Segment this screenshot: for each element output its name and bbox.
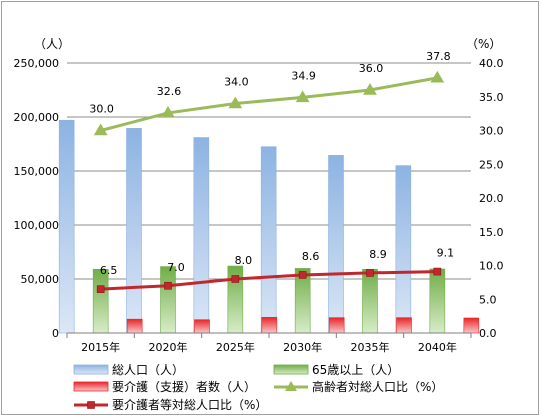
lines [93, 70, 445, 293]
triangle-marker [228, 96, 243, 109]
data-label: 7.0 [167, 261, 185, 274]
legend-label: 65歳以上（人） [312, 363, 399, 377]
data-label: 36.0 [359, 62, 384, 75]
triangle-marker [430, 70, 445, 83]
bar-1 [328, 155, 344, 334]
data-label: 34.0 [224, 76, 249, 89]
square-marker [366, 269, 374, 277]
left-tick-label: 150,000 [14, 165, 60, 178]
legend: 総人口（人） 65歳以上（人） 要介護（支援）者数（人） 高齢者対総人口比（%） 要介護… [73, 363, 443, 412]
right-tick-label: 30.0 [479, 125, 504, 138]
series-line [100, 76, 438, 132]
data-label: 34.9 [291, 69, 316, 82]
bar-3 [396, 317, 412, 334]
square-marker [96, 285, 105, 293]
legend-label: 高齢者対総人口比（%） [312, 379, 443, 394]
bar-3 [328, 317, 345, 334]
right-tick-label: 20.0 [479, 192, 504, 205]
bar-1 [193, 137, 210, 334]
right-tick-label: 40.0 [479, 57, 504, 70]
data-label: 6.5 [100, 264, 118, 277]
right-tick-label: 25.0 [479, 158, 504, 171]
legend-swatch [273, 364, 309, 375]
triangle-marker [93, 123, 108, 136]
square-marker [164, 281, 172, 290]
legend-label: 総人口（人） [112, 363, 184, 377]
x-tick-label: 2040年 [418, 340, 457, 354]
data-label: 9.1 [437, 247, 455, 260]
left-axis-unit: （人） [34, 37, 70, 51]
data-label: 30.0 [89, 103, 114, 116]
data-labels: 30.0 32.6 34.0 34.9 36.0 37.8 6.5 7.0 8.0 8.6 8.9 9… [89, 50, 454, 277]
right-tick-label: 35.0 [479, 91, 504, 104]
right-axis-unit: （%） [466, 37, 501, 51]
x-tick-label: 2025年 [216, 340, 255, 354]
bar-3 [194, 319, 210, 334]
legend-marker [285, 381, 297, 391]
bar-3 [126, 318, 143, 334]
legend-label: 要介護（支援）者数（人） [112, 379, 256, 394]
bar-2 [92, 268, 109, 334]
left-tick-label: 0 [52, 327, 59, 340]
bar-3 [261, 317, 278, 334]
data-label: 8.9 [369, 248, 387, 261]
bar-1 [126, 128, 142, 334]
left-tick-label: 50,000 [21, 273, 60, 286]
triangle-marker [363, 83, 377, 95]
legend-label: 要介護者等対総人口比（%） [112, 397, 267, 412]
right-tick-label: 15.0 [479, 226, 504, 239]
square-marker [433, 267, 442, 276]
square-marker [298, 271, 307, 279]
bar-2 [362, 268, 378, 334]
bar-3 [463, 317, 480, 334]
bar-2 [429, 268, 446, 334]
data-label: 8.6 [302, 250, 320, 263]
left-tick-label: 200,000 [14, 111, 60, 124]
triangle-marker [295, 90, 310, 103]
left-tick-label: 250,000 [14, 57, 60, 70]
bars [58, 119, 480, 334]
bar-1 [260, 146, 277, 334]
legend-marker [87, 401, 95, 409]
series-line [100, 270, 438, 291]
axes: 0 50,000 100,000 150,000 200,000 250,000 0.0 5.… [14, 37, 504, 354]
right-tick-label: 10.0 [479, 260, 504, 273]
triangle-marker [161, 105, 175, 118]
x-tick-label: 2015年 [81, 340, 120, 354]
x-tick-label: 2035年 [351, 340, 390, 354]
x-tick-label: 2030年 [283, 340, 322, 354]
right-tick-label: 0.0 [479, 327, 497, 340]
x-tick-label: 2020年 [149, 340, 188, 354]
legend-swatch [73, 381, 109, 392]
left-tick-label: 100,000 [14, 219, 60, 232]
bar-2 [160, 266, 176, 334]
bar-1 [58, 119, 75, 334]
bar-1 [395, 165, 412, 334]
square-marker [231, 275, 240, 283]
data-label: 8.0 [235, 254, 253, 267]
data-label: 37.8 [426, 50, 451, 63]
data-label: 32.6 [157, 85, 182, 98]
right-tick-label: 5.0 [479, 293, 497, 306]
legend-swatch [73, 364, 109, 375]
